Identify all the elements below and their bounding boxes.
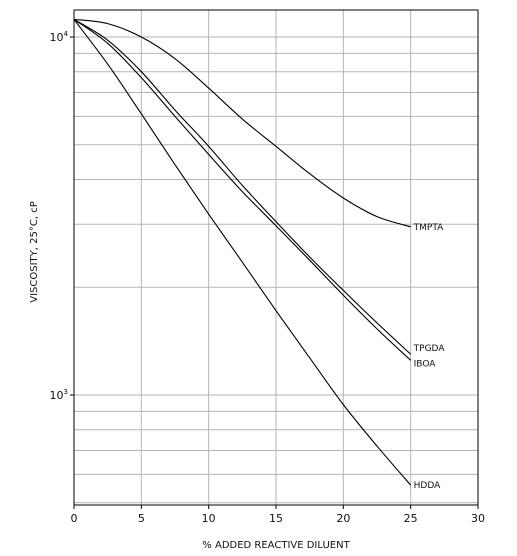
y-axis-title: VISCOSITY, 25°C, cP — [29, 201, 40, 302]
series-line-iboa — [73, 18, 412, 361]
x-axis-ticks: 0 5 10 15 20 25 30 — [71, 505, 485, 525]
x-axis-title: % ADDED REACTIVE DILUENT — [202, 540, 350, 551]
series-line-tpgda — [73, 18, 412, 355]
series-line-tmpta — [73, 18, 411, 228]
x-tick-label: 30 — [471, 512, 485, 525]
x-tick-label: 20 — [336, 512, 350, 525]
x-tick-label: 25 — [404, 512, 418, 525]
grid — [73, 10, 479, 505]
x-tick-label: 15 — [269, 512, 283, 525]
series-label-hdda: HDDA — [414, 481, 441, 491]
series-line-hdda — [73, 19, 412, 486]
series-label-tmpta: TMPTA — [413, 223, 444, 233]
curves — [73, 18, 412, 486]
series-label-iboa: IBOA — [414, 359, 437, 369]
curve-labels: TMPTA TPGDA IBOA HDDA — [413, 223, 446, 491]
x-tick-label: 10 — [202, 512, 216, 525]
x-tick-label: 0 — [71, 512, 78, 525]
y-tick-label: 103 — [50, 388, 68, 402]
y-axis-ticks: 104 103 — [50, 30, 74, 402]
series-label-tpgda: TPGDA — [413, 344, 446, 354]
y-tick-label: 104 — [50, 30, 69, 44]
x-tick-label: 5 — [138, 512, 145, 525]
